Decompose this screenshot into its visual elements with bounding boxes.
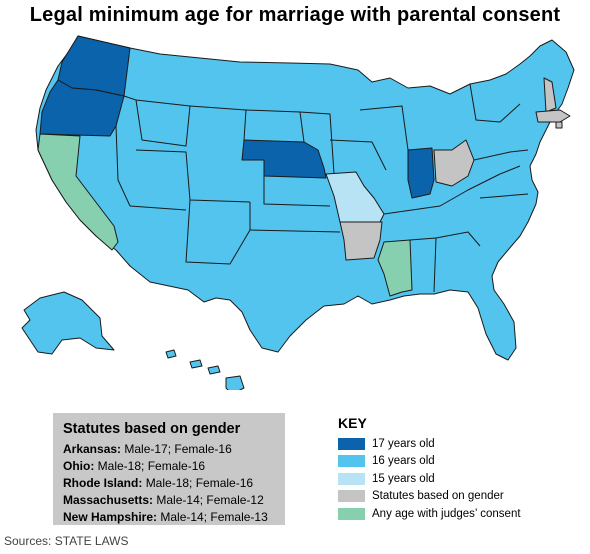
state-nebraska [241,139,327,179]
key-swatch [338,455,365,468]
key-item: 17 years old [338,435,521,453]
us-map [21,35,575,390]
state-borders [115,83,529,293]
gender-row: Massachusetts: Male-14; Female-12 [63,493,264,507]
map-title: Legal minimum age for marriage with pare… [29,4,561,26]
state-hawaii [165,349,245,390]
key-item: Statutes based on gender [338,488,521,506]
state-massachusetts [535,109,571,123]
state-new-hampshire [543,77,557,113]
gender-row: Ohio: Male-18; Female-16 [63,459,206,473]
gender-box-heading: Statutes based on gender [63,421,241,437]
key-swatch [338,507,365,520]
gender-row: New Hampshire: Male-14; Female-13 [63,510,268,524]
key-item: 16 years old [338,453,521,471]
gender-row: Arkansas: Male-17; Female-16 [63,442,232,456]
state-mississippi [377,239,413,297]
key-item: 15 years old [338,470,521,488]
key-swatch [338,472,365,485]
state-arkansas [339,221,383,261]
key-heading: KEY [338,415,367,431]
state-indiana [407,147,435,199]
key-swatch [338,490,365,503]
gender-row: Rhode Island: Male-18; Female-16 [63,476,254,490]
map-key: KEY 17 years old 16 years old 15 years o… [338,415,521,523]
sources-note: Sources: STATE LAWS [4,534,129,548]
state-california [37,133,119,251]
state-oregon [39,79,125,137]
key-item: Any age with judges’ consent [338,505,521,523]
gender-statutes-box: Statutes based on gender Arkansas: Male-… [53,413,285,525]
state-rhode-island [555,121,563,129]
state-ohio [433,139,475,187]
state-alaska [21,291,115,355]
key-swatch [338,437,365,450]
